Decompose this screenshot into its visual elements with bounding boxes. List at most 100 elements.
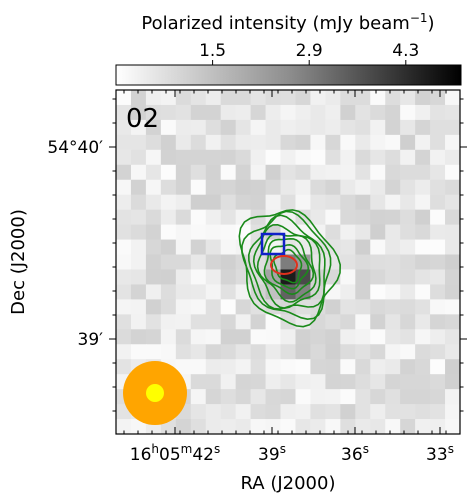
heatmap-cell [130,254,147,271]
heatmap-cell [370,314,386,330]
heatmap-cell [116,209,132,226]
heatmap-cell [280,179,297,196]
heatmap-cell [175,299,192,315]
heatmap-cell [175,359,192,375]
heatmap-cell [175,134,192,151]
heatmap-cell [400,179,416,196]
heatmap-cell [325,179,341,196]
heatmap-cell [310,284,326,300]
heatmap-cell [400,269,416,286]
heatmap-cell [116,344,132,360]
heatmap-cell [145,90,162,106]
heatmap-cell [415,104,431,121]
heatmap-cell [325,119,341,136]
heatmap-cell [415,194,431,211]
heatmap-cell [280,404,297,420]
heatmap-cell [205,104,222,121]
heatmap-cell [220,90,237,106]
heatmap-cell [325,329,341,345]
heatmap-cell [325,209,341,226]
heatmap-cell [235,119,252,136]
heatmap-cell [385,299,401,315]
heatmap-cell [190,239,207,256]
heatmap-cell [445,104,460,121]
heatmap-cell [220,119,237,136]
heatmap-cell [205,314,222,330]
heatmap-cell [325,314,341,330]
heatmap-cell [385,314,401,330]
heatmap-cell [190,209,207,226]
heatmap-cell [295,329,312,345]
heatmap-cell [130,104,147,121]
heatmap-cell [295,119,312,136]
heatmap-cell [310,344,326,360]
heatmap-cell [160,254,177,271]
heatmap-cell [400,90,416,106]
heatmap-cell [220,179,237,196]
heatmap-cell [340,179,356,196]
heatmap-cell [340,389,356,405]
heatmap-cell [310,359,326,375]
heatmap-cell [385,119,401,136]
heatmap-cell [130,149,147,166]
heatmap-cell [355,90,371,106]
heatmap-cell [430,269,446,286]
heatmap-cell [295,389,312,405]
heatmap-cell [355,104,371,121]
heatmap-cell [145,254,162,271]
heatmap-cell [175,194,192,211]
heatmap-cell [220,134,237,151]
heatmap-cell [295,299,312,315]
heatmap-cell [310,134,326,151]
heatmap-cell [325,284,341,300]
heatmap-cell [250,179,267,196]
heatmap-cell [310,104,326,121]
heatmap-cell [430,119,446,136]
heatmap-cell [400,239,416,256]
heatmap-cell [385,90,401,106]
heatmap-cell [280,374,297,390]
heatmap-cell [340,344,356,360]
heatmap-cell [445,239,460,256]
y-tick-label-1: 39′ [78,330,104,350]
heatmap-cell [205,209,222,226]
heatmap-cell [116,299,132,315]
heatmap-cell [205,90,222,106]
heatmap-cell [160,90,177,106]
heatmap-cell [235,314,252,330]
heatmap-cell [250,419,267,434]
heatmap-cell [370,164,386,181]
heatmap-cell [175,119,192,136]
x-tick-label-1: 39s [258,442,286,465]
heatmap-cell [415,374,431,390]
heatmap-cell [295,179,312,196]
heatmap-cell [415,134,431,151]
heatmap-cell [190,374,207,390]
colorbar-gradient [115,64,462,86]
heatmap-cell [175,419,192,434]
heatmap-cell [190,344,207,360]
x-tick-label-3: 33s [426,442,454,465]
heatmap-cell [220,299,237,315]
heatmap-cell [295,404,312,420]
heatmap-cell [116,359,132,375]
heatmap-cell [220,344,237,360]
heatmap-cell [205,344,222,360]
heatmap-cell [430,194,446,211]
heatmap-cell [265,164,282,181]
heatmap-cell [175,254,192,271]
heatmap-cell [400,254,416,271]
heatmap-cell [415,224,431,241]
heatmap-cell [280,90,297,106]
heatmap-cell [415,314,431,330]
plot-frame [115,89,461,435]
heatmap-cell [130,314,147,330]
heatmap-cell [295,104,312,121]
heatmap-cell [205,224,222,241]
heatmap-cell [250,164,267,181]
heatmap-cell [145,164,162,181]
heatmap-cell [205,329,222,345]
heatmap-cell [160,179,177,196]
heatmap-cell [385,269,401,286]
heatmap-cell [160,104,177,121]
